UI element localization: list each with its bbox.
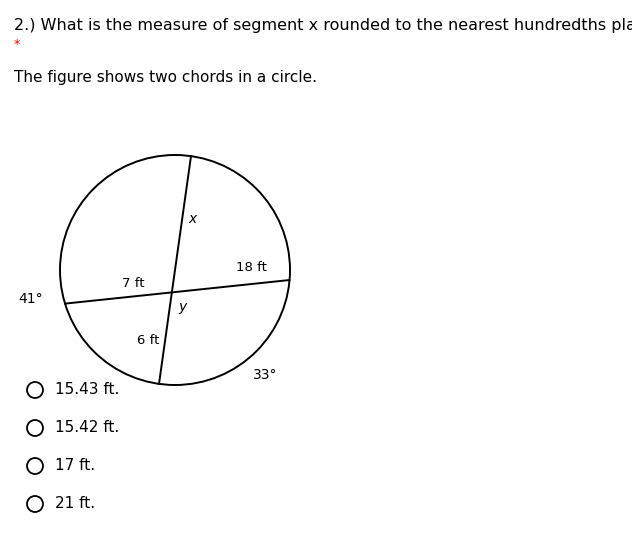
Text: 7 ft: 7 ft — [123, 277, 145, 290]
Text: 21 ft.: 21 ft. — [55, 497, 95, 512]
Text: x: x — [188, 212, 197, 226]
Text: 33°: 33° — [253, 368, 277, 382]
Text: *: * — [14, 38, 20, 51]
Text: The figure shows two chords in a circle.: The figure shows two chords in a circle. — [14, 70, 317, 85]
Text: 15.42 ft.: 15.42 ft. — [55, 421, 119, 435]
Text: 41°: 41° — [18, 292, 43, 306]
Text: y: y — [178, 300, 186, 314]
Text: 18 ft: 18 ft — [236, 261, 267, 274]
Text: 6 ft: 6 ft — [137, 334, 160, 347]
Text: 17 ft.: 17 ft. — [55, 459, 95, 474]
Text: 2.) What is the measure of segment x rounded to the nearest hundredths place?: 2.) What is the measure of segment x rou… — [14, 18, 632, 33]
Text: 15.43 ft.: 15.43 ft. — [55, 382, 119, 397]
